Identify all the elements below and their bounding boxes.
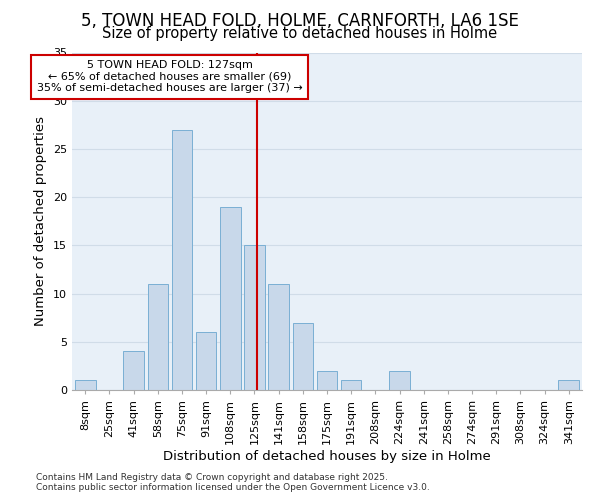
Bar (172, 130, 192, 390)
Y-axis label: Number of detached properties: Number of detached properties (34, 116, 47, 326)
Text: Size of property relative to detached houses in Holme: Size of property relative to detached ho… (103, 26, 497, 41)
Bar (268, 284, 289, 390)
Bar (341, 380, 361, 390)
X-axis label: Distribution of detached houses by size in Holme: Distribution of detached houses by size … (163, 450, 491, 462)
Text: 5 TOWN HEAD FOLD: 127sqm
← 65% of detached houses are smaller (69)
35% of semi-d: 5 TOWN HEAD FOLD: 127sqm ← 65% of detach… (37, 60, 303, 94)
Bar (559, 380, 579, 390)
Bar (148, 284, 168, 390)
Text: Contains HM Land Registry data © Crown copyright and database right 2025.
Contai: Contains HM Land Registry data © Crown c… (36, 473, 430, 492)
Bar (220, 207, 241, 390)
Bar (317, 370, 337, 390)
Bar (389, 370, 410, 390)
Bar (293, 322, 313, 390)
Bar (124, 352, 144, 390)
Text: 5, TOWN HEAD FOLD, HOLME, CARNFORTH, LA6 1SE: 5, TOWN HEAD FOLD, HOLME, CARNFORTH, LA6… (81, 12, 519, 30)
Bar (75, 380, 95, 390)
Bar (196, 332, 217, 390)
Bar (244, 246, 265, 390)
